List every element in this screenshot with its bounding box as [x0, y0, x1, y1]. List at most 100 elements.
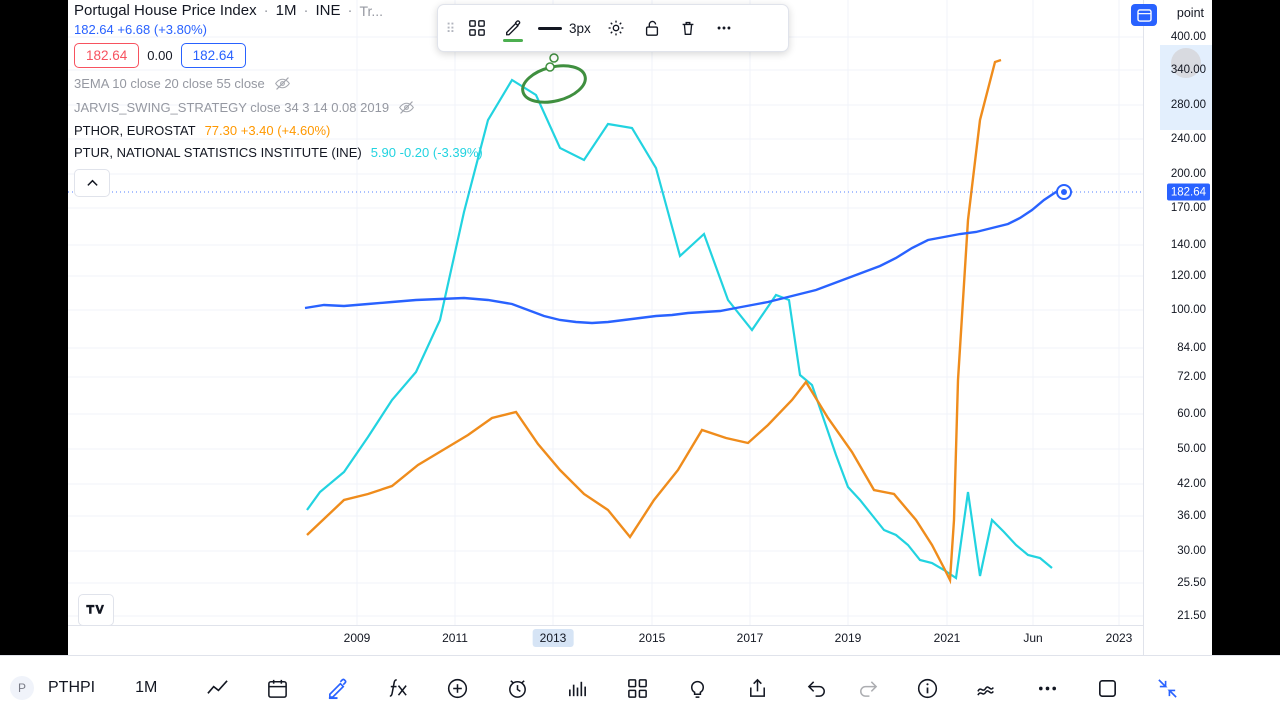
- price-tick-16: 25.50: [1177, 577, 1206, 589]
- legend-title-row: Portugal House Price Index · 1M · INE · …: [74, 2, 774, 19]
- line-preview: [538, 26, 562, 30]
- price-tick-8: 100.00: [1170, 304, 1206, 316]
- price-tick-12: 50.00: [1177, 443, 1206, 455]
- price-tick-0: 400.00: [1170, 31, 1206, 43]
- undo-icon[interactable]: [797, 677, 837, 700]
- series-pthor-line: [306, 58, 1002, 585]
- ohlc-boxes: 182.64 0.00 182.64: [74, 43, 774, 68]
- study-row-ptur[interactable]: PTUR, NATIONAL STATISTICS INSTITUTE (INE…: [74, 145, 774, 160]
- gear-icon[interactable]: [599, 11, 633, 45]
- share-icon[interactable]: [737, 677, 777, 700]
- value-box-close[interactable]: 182.64: [180, 43, 246, 68]
- tv-logo-icon: [86, 604, 105, 614]
- price-tick-11: 60.00: [1177, 408, 1206, 420]
- study-pthor-values: 77.30 +3.40 (+4.60%): [204, 123, 331, 138]
- fullscreen-icon[interactable]: [1087, 677, 1127, 700]
- ellipse-handle-mid[interactable]: [549, 53, 559, 63]
- price-axis[interactable]: point 400.00 340.00 280.00 240.00 200.00…: [1131, 0, 1212, 656]
- title-sep-1: ·: [263, 2, 269, 19]
- calendar-icon[interactable]: [257, 677, 297, 700]
- bottom-interval-label[interactable]: 1M: [135, 679, 158, 696]
- time-label-2023: 2023: [1105, 631, 1133, 645]
- chart-canvas[interactable]: Portugal House Price Index · 1M · INE · …: [68, 0, 1212, 720]
- pen-icon[interactable]: [317, 677, 357, 700]
- time-label-2017: 2017: [736, 631, 764, 645]
- title-sep-2: ·: [303, 2, 309, 19]
- eye-off-icon[interactable]: [398, 99, 415, 116]
- trash-icon[interactable]: [671, 11, 705, 45]
- value-box-low[interactable]: 182.64: [74, 43, 140, 68]
- time-label-2021: 2021: [933, 631, 961, 645]
- drag-handle-icon[interactable]: ⠿: [445, 20, 457, 36]
- line-width-control[interactable]: 3px: [532, 21, 597, 36]
- current-price-tag[interactable]: 182.64: [1166, 183, 1210, 201]
- price-tick-2: 280.00: [1170, 99, 1206, 111]
- bottom-toolbar[interactable]: P PTHPI 1M: [0, 655, 1280, 720]
- more-icon[interactable]: [1027, 677, 1067, 700]
- axis-touch-handle[interactable]: [1171, 48, 1201, 78]
- time-label-2013: 2013: [532, 629, 574, 647]
- study-row-3ema[interactable]: 3EMA 10 close 20 close 55 close: [74, 75, 774, 92]
- title-sep-3: ·: [347, 2, 353, 19]
- chevron-up-icon: [86, 179, 98, 186]
- last-price-marker-dot: [1061, 189, 1067, 195]
- series-pthpi-line: [304, 185, 1065, 325]
- quote-line: 182.64 +6.68 (+3.80%): [74, 22, 207, 37]
- series-ptur-line: [306, 78, 1053, 580]
- study-ptur-label: PTUR, NATIONAL STATISTICS INSTITUTE (INE…: [74, 145, 362, 160]
- axis-mode-icon[interactable]: [1131, 4, 1157, 26]
- legend-collapse-button[interactable]: [74, 169, 110, 197]
- price-tick-3: 240.00: [1170, 133, 1206, 145]
- compare-icon[interactable]: [967, 677, 1007, 700]
- study-row-jarvis[interactable]: JARVIS_SWING_STRATEGY close 34 3 14 0.08…: [74, 99, 774, 116]
- bottom-symbol-label[interactable]: PTHPI: [48, 679, 96, 696]
- tradingview-logo[interactable]: [78, 594, 114, 626]
- plus-circle-icon[interactable]: [437, 677, 477, 700]
- study-3ema-label: 3EMA 10 close 20 close 55 close: [74, 76, 265, 91]
- idea-bulb-icon[interactable]: [677, 677, 717, 700]
- price-tick-17: 21.50: [1177, 610, 1206, 622]
- price-tick-5: 170.00: [1170, 202, 1206, 214]
- info-icon[interactable]: [907, 677, 947, 700]
- collapse-icon[interactable]: [1147, 677, 1187, 700]
- study-ptur-values: 5.90 -0.20 (-3.39%): [370, 145, 483, 160]
- indicators-fx-icon[interactable]: [377, 677, 417, 700]
- study-row-pthor[interactable]: PTHOR, EUROSTAT 77.30 +3.40 (+4.60%): [74, 123, 774, 138]
- price-tick-10: 72.00: [1177, 371, 1206, 383]
- chart-legend: Portugal House Price Index · 1M · INE · …: [74, 2, 774, 197]
- price-tick-6: 140.00: [1170, 239, 1206, 251]
- time-label-2015: 2015: [638, 631, 666, 645]
- value-box-change: 0.00: [147, 48, 173, 63]
- axis-unit-label: point: [1176, 6, 1204, 20]
- price-tick-1: 340.00: [1170, 64, 1206, 76]
- time-axis[interactable]: 2009 2011 2013 2015 2017 2019 2021 Jun 2…: [68, 625, 1212, 656]
- bars-chart-icon[interactable]: [557, 677, 597, 700]
- time-label-jun: Jun: [1023, 631, 1043, 645]
- drawing-toolbar[interactable]: ⠿ 3px: [437, 4, 789, 52]
- ellipse-handle-top[interactable]: [545, 62, 555, 72]
- price-tick-14: 36.00: [1177, 510, 1206, 522]
- price-tick-13: 42.00: [1177, 478, 1206, 490]
- alarm-icon[interactable]: [497, 677, 537, 700]
- time-label-2011: 2011: [442, 631, 468, 645]
- line-chart-icon[interactable]: [197, 677, 237, 700]
- line-width-label: 3px: [569, 20, 591, 36]
- templates-icon[interactable]: [460, 11, 494, 45]
- price-tick-15: 30.00: [1177, 545, 1206, 557]
- redo-icon[interactable]: [847, 677, 887, 700]
- price-tick-7: 120.00: [1170, 270, 1206, 282]
- symbol-title[interactable]: Portugal House Price Index: [74, 2, 257, 19]
- eye-off-icon[interactable]: [274, 75, 291, 92]
- price-tick-4: 200.00: [1170, 168, 1206, 180]
- symbol-avatar: P: [10, 676, 34, 700]
- price-tick-9: 84.00: [1177, 342, 1206, 354]
- more-icon[interactable]: [707, 11, 741, 45]
- study-jarvis-label: JARVIS_SWING_STRATEGY close 34 3 14 0.08…: [74, 100, 390, 115]
- unlock-icon[interactable]: [635, 11, 669, 45]
- chart-series-layer: [68, 53, 1144, 585]
- interval-label[interactable]: 1M: [275, 2, 297, 19]
- pen-icon[interactable]: [496, 11, 530, 45]
- time-label-2019: 2019: [834, 631, 862, 645]
- layouts-icon[interactable]: [617, 677, 657, 700]
